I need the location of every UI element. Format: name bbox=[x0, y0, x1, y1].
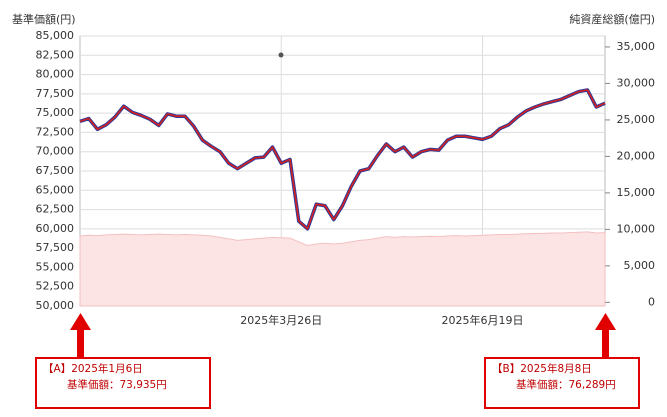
y-tick-label: 57,500 bbox=[36, 241, 75, 254]
y2-axis-title: 純資産総額(億円) bbox=[569, 12, 655, 26]
y-tick-label: 85,000 bbox=[36, 29, 75, 42]
y2-tick-label: 20,000 bbox=[617, 149, 656, 162]
arrow-b-head bbox=[595, 313, 616, 330]
y-axis-title: 基準価額(円) bbox=[12, 12, 76, 26]
annotation-text: 基準価額：76,289円 bbox=[516, 379, 616, 391]
x-tick-label: 2025年6月19日 bbox=[442, 313, 524, 327]
annotation-label: 【B】 bbox=[492, 363, 521, 375]
annotation-text: 基準価額：73,935円 bbox=[67, 379, 167, 391]
annotation-a: 【A】2025年1月6日 基準価額：73,935円 bbox=[35, 357, 211, 409]
arrow-a-head bbox=[70, 313, 91, 330]
y2-tick-label: 10,000 bbox=[617, 222, 656, 235]
annotation-b: 【B】2025年8月8日 基準価額：76,289円 bbox=[484, 357, 640, 409]
y-tick-label: 62,500 bbox=[36, 203, 75, 216]
marker-dot bbox=[278, 52, 284, 58]
annotation-date: 2025年1月6日 bbox=[71, 363, 143, 375]
plot-layer bbox=[79, 35, 606, 307]
arrow-a bbox=[77, 328, 84, 358]
y2-tick-label: 0 bbox=[648, 295, 655, 308]
line bbox=[79, 89, 606, 230]
arrow-b bbox=[602, 328, 609, 358]
y2-tick-label: 25,000 bbox=[617, 113, 656, 126]
y2-tick-label: 15,000 bbox=[617, 186, 656, 199]
arrows bbox=[70, 313, 616, 358]
y-tick-label: 70,000 bbox=[36, 145, 75, 158]
y-tick-label: 65,000 bbox=[36, 183, 75, 196]
y-tick-label: 50,000 bbox=[36, 299, 75, 312]
annotation-date: 2025年8月8日 bbox=[520, 363, 592, 375]
y-tick-label: 72,500 bbox=[36, 125, 75, 138]
y-tick-label: 75,000 bbox=[36, 106, 75, 119]
y2-tick-label: 30,000 bbox=[617, 76, 656, 89]
y-tick-label: 60,000 bbox=[36, 222, 75, 235]
y-tick-label: 67,500 bbox=[36, 164, 75, 177]
y-tick-label: 52,500 bbox=[36, 280, 75, 293]
y-tick-label: 80,000 bbox=[36, 68, 75, 81]
y2-tick-label: 35,000 bbox=[617, 40, 656, 53]
y-tick-label: 55,000 bbox=[36, 260, 75, 273]
area bbox=[79, 231, 606, 307]
y2-tick-label: 5,000 bbox=[624, 259, 656, 272]
y-tick-label: 77,500 bbox=[36, 87, 75, 100]
x-tick-label: 2025年3月26日 bbox=[240, 313, 322, 327]
annotation-label: 【A】 bbox=[43, 363, 72, 375]
y-tick-label: 82,500 bbox=[36, 48, 75, 61]
